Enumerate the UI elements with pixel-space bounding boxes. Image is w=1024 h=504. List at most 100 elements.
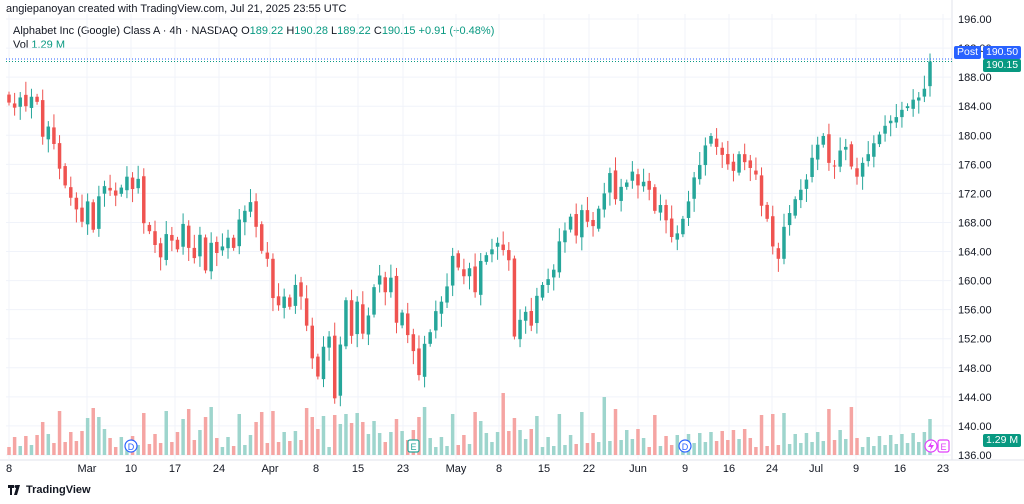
candle-body bbox=[765, 204, 769, 219]
candle-body bbox=[29, 96, 34, 108]
candle-body bbox=[911, 99, 915, 109]
candle-body bbox=[872, 143, 876, 157]
volume-bar bbox=[35, 435, 39, 455]
volume-bar bbox=[142, 413, 146, 455]
candle-body bbox=[12, 103, 17, 108]
candle-body bbox=[74, 197, 79, 210]
dividend-marker-label: D bbox=[682, 442, 689, 452]
candle-body bbox=[136, 178, 140, 189]
candle-body bbox=[389, 277, 393, 293]
volume-bar bbox=[282, 432, 286, 455]
candle-body bbox=[782, 226, 786, 259]
volume-bar bbox=[220, 447, 225, 455]
volume-bar bbox=[855, 438, 859, 455]
x-tick-label: 15 bbox=[538, 463, 550, 475]
x-tick-label: 8 bbox=[313, 463, 319, 475]
x-tick-label: Jun bbox=[629, 463, 647, 475]
candle-body bbox=[613, 170, 618, 200]
volume-bar bbox=[91, 408, 95, 455]
volume-bar bbox=[254, 422, 258, 455]
volume-bar bbox=[765, 446, 769, 455]
volume-bar bbox=[810, 442, 814, 455]
x-tick-label: 9 bbox=[682, 463, 688, 475]
candle-body bbox=[726, 154, 730, 165]
x-tick-label: 8 bbox=[6, 463, 12, 475]
candle-body bbox=[80, 207, 84, 222]
candle-body bbox=[535, 295, 539, 324]
candle-body bbox=[619, 186, 623, 201]
candle-body bbox=[849, 144, 854, 167]
candle-body bbox=[563, 230, 567, 243]
volume-bar bbox=[12, 437, 17, 455]
last-price-badge: 190.15 bbox=[983, 59, 1022, 72]
x-tick-label: 16 bbox=[723, 463, 735, 475]
y-tick-label: 168.00 bbox=[958, 217, 992, 229]
volume-bar bbox=[215, 438, 219, 455]
candle-body bbox=[175, 239, 180, 250]
volume-bar bbox=[787, 444, 792, 455]
candle-body bbox=[147, 224, 152, 232]
candle-body bbox=[467, 268, 472, 277]
volume-bar bbox=[821, 441, 826, 455]
candle-body bbox=[434, 311, 438, 331]
candle-body bbox=[248, 202, 253, 212]
candle-body bbox=[355, 301, 359, 335]
x-tick-label: 17 bbox=[169, 463, 181, 475]
x-tick-label: May bbox=[446, 463, 467, 475]
x-tick-label: Jul bbox=[809, 463, 823, 475]
volume-bar bbox=[478, 421, 483, 455]
volume-bar bbox=[361, 422, 365, 455]
volume-bar bbox=[602, 397, 607, 455]
candle-body bbox=[692, 177, 696, 199]
volume-bar bbox=[883, 445, 887, 455]
volume-bar bbox=[535, 416, 539, 455]
volume-bar bbox=[501, 393, 505, 455]
candle-body bbox=[293, 284, 298, 306]
volume-bar bbox=[619, 440, 623, 455]
candle-body bbox=[591, 219, 595, 227]
candle-body bbox=[164, 234, 168, 260]
y-tick-label: 196.00 bbox=[958, 14, 992, 26]
volume-bar bbox=[29, 445, 34, 455]
candle-body bbox=[422, 343, 427, 377]
candle-body bbox=[209, 242, 213, 272]
volume-bar bbox=[209, 407, 213, 455]
volume-bar bbox=[338, 424, 343, 455]
earnings-marker bbox=[407, 439, 420, 453]
volume-bar bbox=[698, 433, 702, 455]
volume-bar bbox=[473, 412, 477, 455]
volume-bar bbox=[293, 431, 298, 455]
candle-body bbox=[759, 175, 764, 206]
volume-bar bbox=[894, 444, 899, 455]
volume-bar bbox=[591, 433, 595, 455]
x-tick-label: 16 bbox=[894, 463, 906, 475]
volume-bar bbox=[748, 438, 753, 455]
candle-body bbox=[113, 190, 118, 196]
candle-body bbox=[327, 336, 331, 348]
volume-bar bbox=[849, 407, 854, 455]
volume-bar bbox=[731, 430, 736, 455]
candle-body bbox=[203, 237, 208, 271]
volume-bar bbox=[181, 419, 185, 455]
y-tick-label: 164.00 bbox=[958, 247, 992, 259]
volume-bar bbox=[793, 434, 797, 455]
candle-body bbox=[844, 146, 848, 150]
close-label: C bbox=[373, 25, 382, 37]
x-tick-label: 23 bbox=[397, 463, 409, 475]
volume-bar bbox=[316, 429, 320, 455]
volume-bar bbox=[495, 432, 500, 455]
x-tick-label: 15 bbox=[352, 463, 364, 475]
volume-bar bbox=[844, 439, 848, 455]
y-tick-label: 188.00 bbox=[958, 72, 992, 84]
candle-body bbox=[664, 205, 668, 221]
symbol-name[interactable]: Alphabet Inc (Google) Class A · 4h · NAS… bbox=[13, 25, 238, 37]
x-tick-label: 24 bbox=[766, 463, 778, 475]
candle-body bbox=[125, 176, 129, 191]
volume-bar bbox=[771, 414, 775, 455]
candle-body bbox=[787, 213, 792, 226]
volume-bar bbox=[484, 433, 489, 455]
candle-body bbox=[877, 134, 882, 145]
tradingview-brand[interactable]: TradingView bbox=[8, 484, 91, 496]
candle-body bbox=[557, 241, 562, 273]
